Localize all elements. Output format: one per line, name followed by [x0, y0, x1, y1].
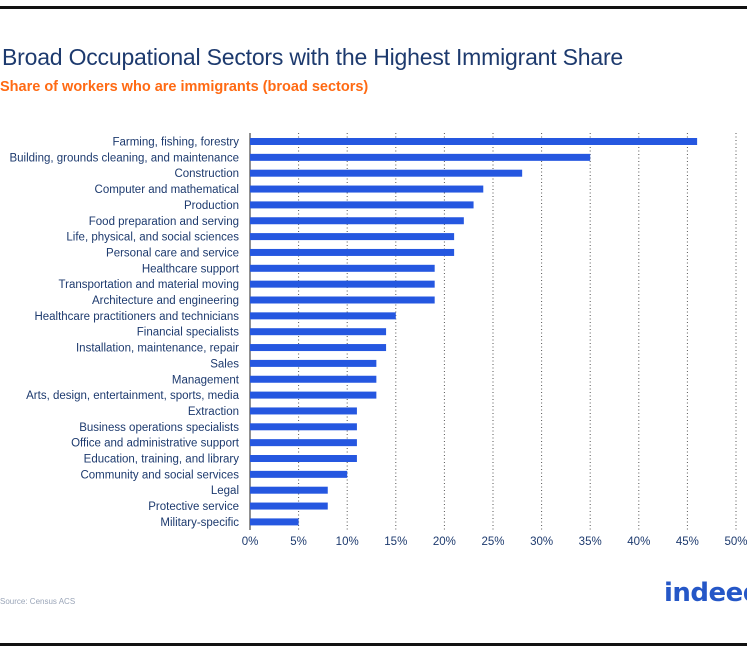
bar	[250, 185, 484, 193]
bar	[250, 248, 455, 256]
bar	[250, 375, 377, 383]
bar	[250, 391, 377, 399]
x-tick-label: 20%	[433, 536, 456, 548]
category-label: Computer and mathematical	[95, 184, 239, 196]
x-tick-label: 5%	[290, 536, 307, 548]
category-label: Production	[184, 200, 239, 212]
category-label: Management	[172, 374, 240, 386]
category-label: Healthcare practitioners and technicians	[34, 311, 239, 323]
category-label: Life, physical, and social sciences	[66, 232, 239, 244]
category-label: Healthcare support	[142, 263, 240, 275]
category-label: Installation, maintenance, repair	[76, 343, 239, 355]
bar	[250, 502, 328, 510]
bar	[250, 359, 377, 367]
category-label: Personal care and service	[106, 247, 239, 259]
bar	[250, 423, 357, 431]
x-tick-label: 45%	[676, 536, 699, 548]
category-label: Arts, design, entertainment, sports, med…	[26, 390, 239, 402]
category-label: Sales	[210, 358, 239, 370]
bar	[250, 153, 591, 161]
bar	[250, 344, 387, 352]
category-label: Military-specific	[160, 517, 239, 529]
category-label: Community and social services	[80, 469, 239, 481]
top-border	[0, 6, 747, 9]
category-label: Extraction	[188, 406, 239, 418]
category-label: Food preparation and serving	[89, 216, 239, 228]
bar	[250, 328, 387, 336]
category-label: Protective service	[148, 501, 239, 513]
bar	[250, 470, 348, 478]
bar	[250, 518, 299, 526]
bar	[250, 201, 474, 209]
bar	[250, 486, 328, 494]
category-label: Farming, fishing, forestry	[112, 137, 239, 149]
x-tick-label: 30%	[530, 536, 553, 548]
indeed-logo: indeed	[664, 578, 747, 608]
x-tick-label: 0%	[242, 536, 259, 548]
bar	[250, 169, 523, 177]
bar	[250, 312, 396, 320]
chart-title: Broad Occupational Sectors with the High…	[2, 44, 624, 70]
x-tick-label: 15%	[384, 536, 407, 548]
source-note: Source: Census ACS	[0, 597, 76, 606]
bar-chart: 0% 5% 10% 15% 20% 25% 30% 35% 40% 45% 50% Farming, …	[9, 133, 747, 548]
x-tick-label: 10%	[336, 536, 359, 548]
bar	[250, 233, 455, 241]
category-label: Legal	[211, 485, 239, 497]
x-tick-label: 40%	[627, 536, 650, 548]
category-label: Transportation and material moving	[59, 279, 239, 291]
bar	[250, 455, 357, 462]
category-label: Building, grounds cleaning, and maintena…	[9, 152, 239, 164]
category-label: Business operations specialists	[79, 422, 239, 434]
bar	[250, 407, 357, 415]
x-tick-label: 50%	[724, 536, 747, 548]
x-tick-label: 25%	[481, 536, 504, 548]
bar	[250, 296, 435, 304]
category-label: Architecture and engineering	[92, 295, 239, 307]
bottom-border	[0, 643, 747, 646]
bar	[250, 217, 464, 225]
bar	[250, 264, 435, 272]
bar	[250, 138, 698, 145]
chart-subtitle: Share of workers who are immigrants (bro…	[0, 79, 369, 95]
category-label: Education, training, and library	[84, 454, 240, 466]
category-label: Financial specialists	[137, 327, 240, 339]
category-label: Construction	[174, 168, 239, 180]
x-tick-label: 35%	[579, 536, 602, 548]
bar	[250, 439, 357, 447]
category-label: Office and administrative support	[71, 438, 240, 450]
bar	[250, 280, 435, 288]
